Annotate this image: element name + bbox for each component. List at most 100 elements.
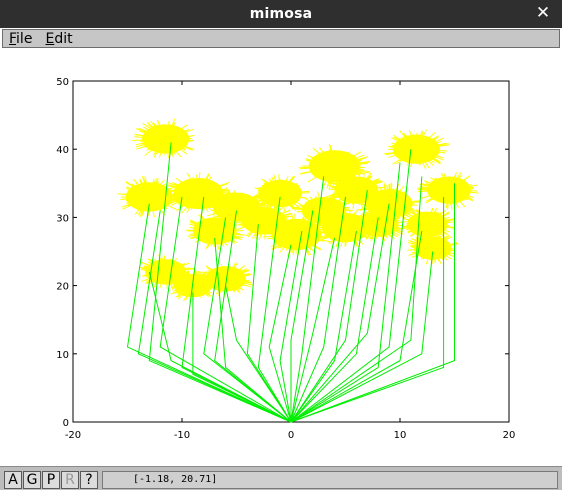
flower-ray [225, 268, 248, 280]
flower-ray [356, 178, 378, 191]
flower-ray [192, 285, 210, 295]
flower-ray [411, 247, 433, 254]
window-title: mimosa [249, 6, 313, 22]
flower-ray [148, 196, 152, 211]
flower-ray [214, 206, 237, 210]
flower-ray [258, 188, 281, 195]
flower-ray [148, 179, 165, 198]
flower-ray [323, 166, 336, 187]
menu-file-label: ile [16, 30, 33, 47]
flower-ray [296, 222, 319, 235]
flower-ray [123, 193, 150, 198]
flower-ray [182, 285, 194, 302]
flower-ray [158, 124, 167, 140]
flower-ray [177, 285, 194, 298]
flower-ray [444, 173, 450, 191]
flower-ray [306, 154, 335, 167]
flower-ray [378, 221, 407, 225]
stem [148, 271, 292, 423]
flower-ray [345, 210, 351, 228]
stem [290, 210, 314, 422]
flower-ray [263, 206, 284, 222]
plot-area[interactable]: -20 -10 0 10 20 0 10 20 30 40 50 [0, 48, 562, 466]
flower-ray [147, 258, 166, 273]
flower-head [383, 129, 450, 170]
flower-ray [273, 174, 281, 194]
flower-ray [241, 212, 264, 222]
x-tick-label: 0 [288, 430, 294, 441]
flower-ray [296, 221, 312, 235]
flower-ray [225, 278, 248, 283]
flower-ray [330, 227, 346, 245]
flower-ray [176, 278, 194, 287]
flower-ray [403, 133, 417, 150]
stem [257, 196, 292, 423]
flower-ray [165, 138, 193, 151]
flower-ray [296, 234, 310, 249]
menu-edit[interactable]: Edit [45, 31, 72, 47]
flower-ray [121, 196, 150, 208]
flower-ray [214, 230, 234, 242]
x-tick-label: -10 [174, 430, 190, 441]
flower-ray [296, 233, 315, 243]
grid-button[interactable]: G [23, 471, 41, 489]
flower-ray [263, 202, 265, 221]
flower-ray [378, 219, 399, 225]
flower-ray [196, 230, 215, 238]
flower-ray [435, 189, 450, 200]
close-icon[interactable]: ✕ [535, 3, 551, 23]
flower-ray [427, 217, 446, 225]
flower-ray [432, 247, 454, 252]
flower-ray [350, 189, 357, 203]
flower-ray [323, 210, 330, 231]
flower-ray [366, 217, 379, 225]
flower-ray [416, 140, 429, 150]
flower-ray [154, 124, 167, 140]
flower-ray [355, 176, 362, 191]
flower-ray [367, 187, 390, 205]
flower-ray [213, 268, 226, 280]
flower-ray [158, 262, 167, 273]
flower-ray [294, 213, 297, 235]
replot-button[interactable]: R [61, 471, 79, 489]
flower-head [167, 269, 217, 303]
flower-ray [391, 142, 417, 150]
flower-ray [236, 196, 264, 208]
flower-ray [378, 223, 400, 232]
mimosa-plot[interactable]: -20 -10 0 10 20 0 10 20 30 40 50 [0, 48, 562, 466]
flower-ray [355, 189, 364, 209]
flower-ray [198, 193, 225, 195]
flower-ray [165, 258, 178, 273]
flower-ray [165, 263, 184, 273]
flower-ray [434, 178, 450, 191]
flower-ray [162, 124, 167, 140]
flower-ray [177, 285, 194, 291]
flower-ray [430, 189, 450, 195]
flower-ray [220, 263, 227, 279]
flower-ray [334, 165, 360, 169]
flower-ray [165, 268, 195, 273]
flower-ray [312, 147, 335, 167]
flower-ray [192, 285, 200, 296]
flower-ray [215, 202, 237, 208]
flower-ray [430, 239, 434, 249]
flower-ray [263, 220, 277, 230]
flower-ray [236, 196, 248, 208]
auto-button[interactable]: A [4, 471, 22, 489]
flower-ray [225, 265, 246, 280]
flower-ray [273, 233, 297, 244]
flower-ray [388, 203, 403, 215]
menu-file[interactable]: File [9, 31, 32, 47]
flower-ray [159, 271, 167, 289]
flower-head [138, 254, 195, 290]
flower-ray [232, 220, 264, 224]
menu-edit-mnemonic: E [45, 30, 55, 47]
flower-ray [283, 221, 297, 235]
stem [203, 217, 292, 423]
flower-ray [421, 232, 434, 249]
help-button[interactable]: ? [80, 471, 98, 489]
flower-ray [332, 185, 357, 191]
flower-ray [163, 259, 167, 273]
print-button[interactable]: P [42, 471, 60, 489]
flower-ray [165, 271, 168, 284]
